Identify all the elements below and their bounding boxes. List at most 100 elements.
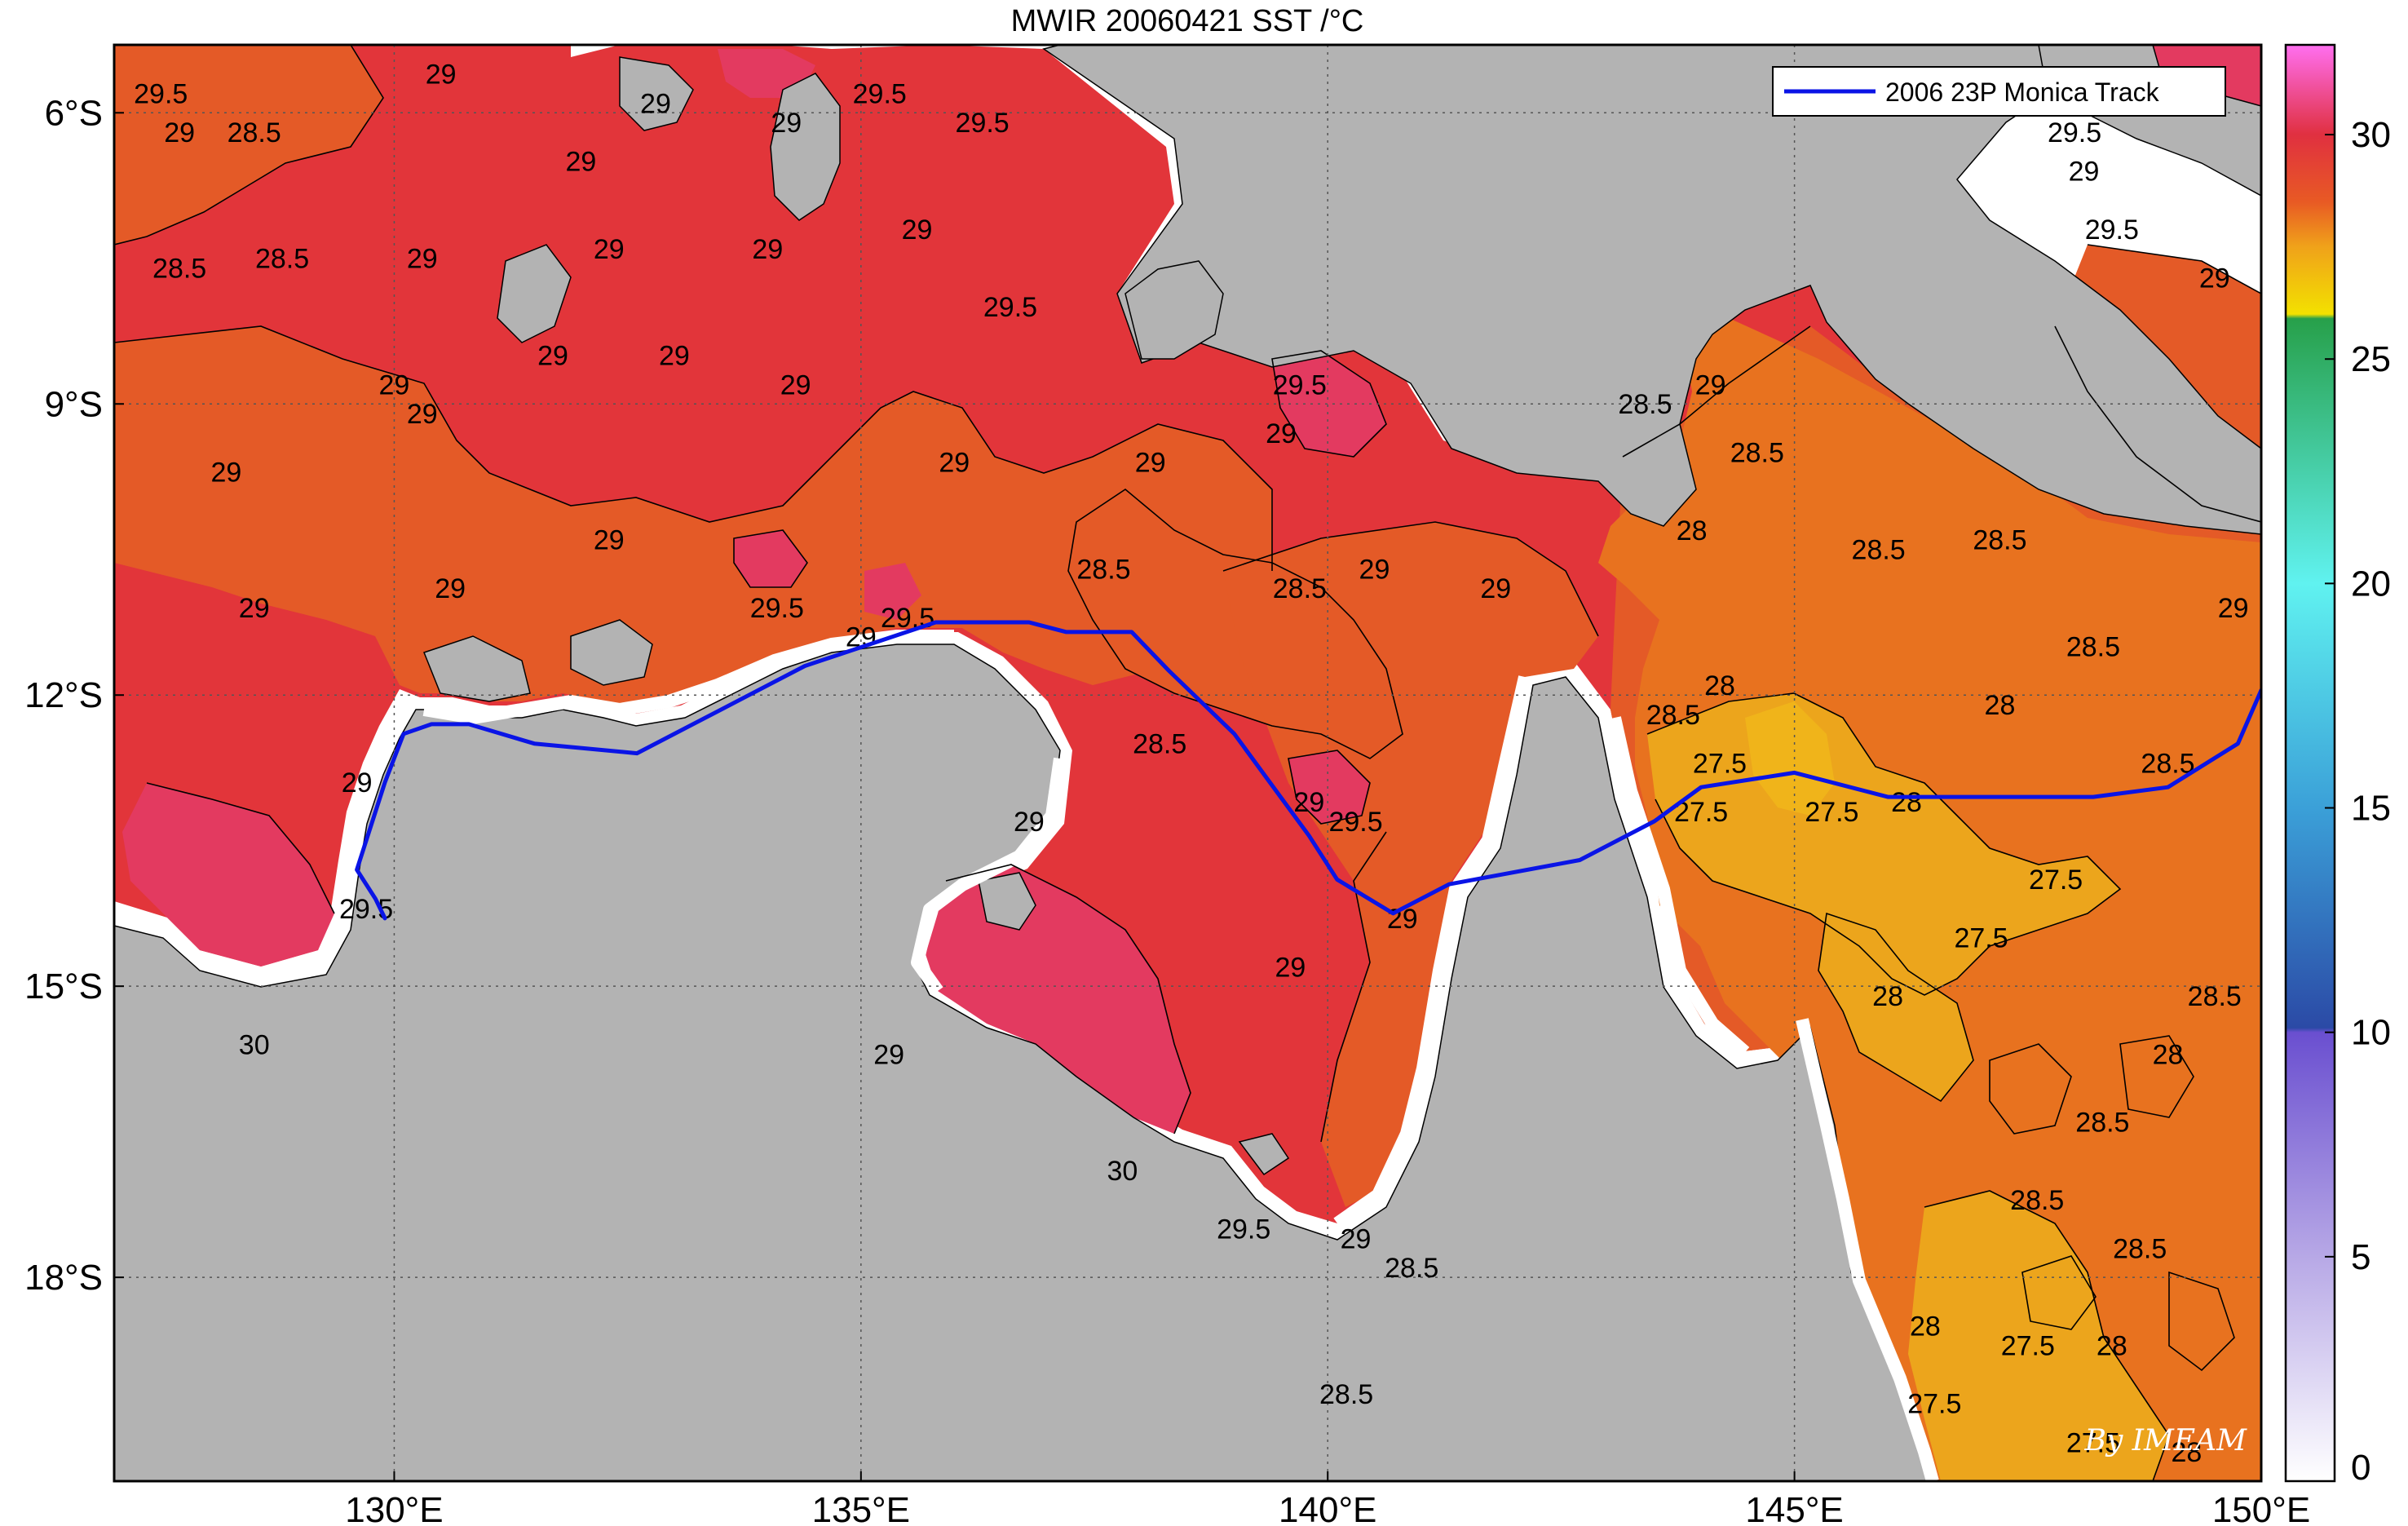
contour-label-31: 28.5 [1973,525,2026,556]
map-frame [113,43,2263,1483]
contour-label-64: 29.5 [1328,807,1382,838]
colorbar-tick-label-2: 10 [2351,1013,2391,1053]
contour-label-26: 28.5 [1618,389,1672,420]
contour-label-78: 28.5 [2113,1233,2167,1264]
contour-label-53: 28 [1891,787,1922,818]
contour-label-76: 28.5 [2010,1185,2064,1216]
y-axis: 6°S 9°S 12°S 15°S 18°S [24,93,124,1298]
contour-label-44: 29 [1359,554,1390,585]
contour-label-41: 29.5 [881,603,934,634]
contour-label-7: 29.5 [853,78,907,109]
contour-label-47: 28.5 [2066,632,2120,663]
contour-label-19: 29 [780,369,811,400]
land-new-guinea [1042,45,2261,535]
contour-label-4: 29 [565,147,596,178]
sst-patch-30-a [122,783,334,966]
contour-label-33: 29 [2199,263,2230,294]
colorbar-tick-label-3: 15 [2351,789,2391,829]
contour-label-5: 29 [640,88,671,119]
contour-label-70: 29 [873,1039,904,1070]
sst-contours [114,45,2261,1481]
contour-label-20: 29.5 [1273,369,1327,400]
colorbar-ticks: 0 5 10 15 20 25 30 [2325,115,2391,1488]
x-tick-label-1: 135°E [812,1490,910,1526]
contour-label-56: 27.5 [1954,923,2008,954]
contour-label-62: 29 [1014,807,1045,838]
contour-label-21: 29 [1266,418,1297,449]
contour-label-39: 29.5 [750,593,804,624]
contour-label-77: 28.5 [2075,1108,2129,1139]
contour-label-43: 28.5 [1273,573,1327,604]
colorbar-tick-label-6: 30 [2351,115,2391,155]
land-island-a [770,73,841,221]
contour-label-74: 28.5 [1385,1253,1438,1284]
contour-label-11: 29 [902,215,933,245]
sst-patch-28-5-d [1223,522,1598,1207]
legend: 2006 23P Monica Track [1772,66,2226,117]
contour-label-32: 29.5 [2085,215,2139,245]
contour-label-30: 28.5 [1852,535,1906,566]
contour-label-0: 29.5 [134,78,188,109]
contour-label-58: 28.5 [2188,981,2242,1012]
contour-label-50: 27.5 [1693,748,1747,779]
contour-label-18: 29 [659,341,690,372]
sst-patch-30-b [926,865,1191,1134]
contour-label-55: 27.5 [2029,865,2083,896]
contour-label-27: 29 [1695,369,1726,400]
y-tick-label-4: 18°S [24,1258,103,1298]
contour-label-13: 28.5 [255,244,309,275]
contour-label-49: 28.5 [1646,700,1700,731]
y-tick-label-1: 9°S [45,384,103,424]
sst-patch-30-g [734,530,807,587]
land-island-c [497,244,572,343]
y-tick-label-2: 12°S [24,675,103,715]
sst-patch-27-5-b [1818,913,1973,1101]
contour-label-17: 29 [537,341,568,372]
sst-patch-27-5-c [1908,1191,2169,1481]
colorbar: 0 5 10 15 20 25 30 [2284,43,2391,1488]
sst-patch-30-h [864,563,921,620]
colorbar-tick-label-5: 25 [2351,339,2391,379]
x-axis: 130°E 135°E 140°E 145°E 150°E [345,1471,2310,1526]
monica-track-line [355,620,2261,921]
contour-label-75: 28.5 [1319,1379,1373,1410]
contour-label-35: 29 [2069,157,2100,188]
contour-label-48: 28 [1985,690,2016,721]
contour-label-22: 29 [1135,448,1166,479]
contour-label-37: 29 [435,573,466,604]
land-island-d [423,635,531,702]
contour-label-57: 28 [1872,981,1903,1012]
contour-label-66: 29 [1275,952,1306,983]
sst-patch-30-f [1288,750,1370,824]
land-island-f [978,872,1036,931]
land-island-e [570,619,653,686]
contour-label-14: 29 [407,244,438,275]
x-tick-label-2: 140°E [1279,1490,1376,1526]
contour-label-25: 29 [939,448,970,479]
contour-label-61: 28.5 [1133,729,1186,760]
contour-label-46: 29 [2218,593,2249,624]
contour-label-60: 28 [1704,670,1735,701]
contour-label-15: 29.5 [983,292,1037,323]
contour-label-80: 27.5 [2001,1330,2055,1361]
contour-label-82: 27.5 [1907,1389,1961,1420]
contour-label-69: 30 [239,1029,270,1060]
contour-label-84: 28 [2172,1437,2203,1468]
contour-label-63: 29 [1293,787,1324,818]
contour-label-34: 29.5 [2048,117,2101,148]
contour-label-68: 29 [342,767,373,798]
map-title: MWIR 20060421 SST /°C [1011,4,1364,38]
contour-label-28: 28.5 [1730,438,1784,469]
x-tick-label-4: 150°E [2212,1490,2310,1526]
contour-label-23: 29 [407,399,438,430]
contour-label-72: 29.5 [1217,1214,1270,1245]
sst-patch-28-5-b [114,326,1272,710]
map-grid [114,45,2261,1481]
contour-label-38: 29 [239,593,270,624]
contour-label-24: 29 [210,457,241,488]
y-tick-label-3: 15°S [24,966,103,1006]
x-tick-label-0: 130°E [345,1490,443,1526]
colorbar-fill [2284,43,2336,1483]
